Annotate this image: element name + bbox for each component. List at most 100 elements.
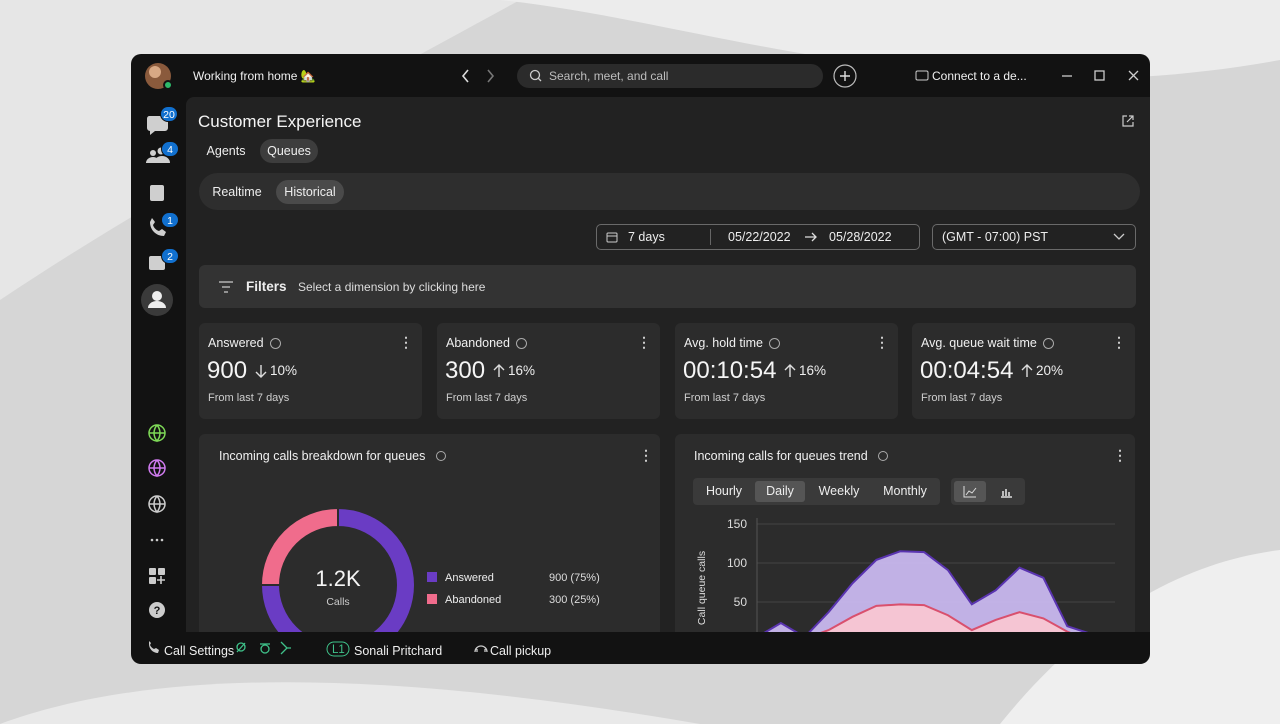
badge: 4 (161, 141, 179, 157)
kpi-direction (784, 364, 796, 377)
trend-chart: Incoming calls for queues trend ⋮ Hourly Da… (693, 447, 1127, 632)
legend-swatch (427, 594, 437, 604)
breakdown-panel: Incoming calls breakdown for queues ⋮ Answ… (199, 434, 660, 632)
user[interactable]: Sonali Pritchard (354, 644, 443, 658)
kpi-note: From last 7 days (446, 392, 528, 404)
donut-slice (259, 506, 416, 632)
kpi-value: 00:10:54 (683, 357, 777, 384)
kpi-change: 20% (1036, 363, 1064, 378)
new-button[interactable] (833, 64, 857, 88)
granularity-group (693, 478, 940, 505)
legend-label: Abandoned (445, 594, 501, 606)
line-badge: L1 (332, 644, 345, 656)
kpi-card (912, 323, 1135, 419)
kpi-menu[interactable]: ⋮ (399, 334, 413, 350)
filters-label: Filters (246, 279, 287, 294)
forward[interactable] (487, 69, 495, 83)
kpi-menu[interactable]: ⋮ (637, 334, 651, 350)
pop-out[interactable] (1121, 114, 1135, 128)
start-date: 05/22/2022 (728, 230, 791, 244)
kpi-card (675, 323, 898, 419)
kpi-direction (255, 365, 267, 378)
info-icon (270, 338, 281, 349)
timezone: (GMT - 07:00) PST (942, 230, 1049, 244)
granularity[interactable]: Monthly (883, 484, 928, 498)
panel-menu[interactable]: ⋮ (1113, 447, 1127, 463)
kpi-label: Answered (208, 336, 264, 350)
kpi-menu[interactable]: ⋮ (875, 334, 889, 350)
granularity[interactable]: Weekly (819, 484, 861, 498)
badge: 2 (161, 248, 179, 264)
kpi-label: Avg. hold time (684, 336, 763, 350)
kpi-change: 16% (799, 363, 827, 378)
trend-panel: Incoming calls for queues trend ⋮ Hourly Da… (675, 434, 1135, 632)
kpi-card (437, 323, 660, 419)
kpi-change: 10% (270, 363, 298, 378)
chrome-icons: ? (141, 63, 1139, 618)
maximize[interactable] (1094, 70, 1105, 81)
bottom-icons (149, 641, 488, 657)
center-value: 1.2K (315, 566, 361, 591)
y-axis-label: Call queue calls (696, 551, 708, 625)
value-label: 900 (75%) (549, 572, 600, 584)
filter-bar[interactable] (199, 265, 1136, 308)
sidebar-apps[interactable] (148, 424, 166, 514)
kpi-value: 900 (207, 357, 248, 384)
kpi-value: 00:04:54 (920, 357, 1014, 384)
filters-hint: Select a dimension by clicking here (298, 280, 486, 294)
legend-swatch (427, 572, 437, 582)
info-icon (769, 338, 780, 349)
badge: 20 (160, 106, 178, 122)
y-tick-label: 150 (727, 517, 747, 531)
area-fill (823, 604, 1069, 632)
kpi-menu[interactable]: ⋮ (1112, 334, 1126, 350)
y-tick-label: 50 (734, 595, 748, 609)
view-bar (199, 173, 1140, 210)
filter-icon (219, 281, 233, 293)
granularity[interactable]: Daily (766, 484, 795, 498)
granularity[interactable]: Hourly (706, 484, 743, 498)
line-icon (963, 486, 977, 498)
kpi-note: From last 7 days (921, 392, 1003, 404)
kpi-change: 16% (508, 363, 536, 378)
calendar-icon (606, 232, 618, 243)
sidebar-icons[interactable] (141, 116, 173, 316)
back[interactable] (461, 69, 469, 83)
kpi-note: From last 7 days (684, 392, 766, 404)
close[interactable] (1128, 70, 1139, 81)
search-placeholder[interactable]: Search, meet, and call (549, 69, 669, 83)
call-pickup[interactable]: Call pickup (490, 644, 552, 658)
value-label: 300 (25%) (549, 594, 600, 606)
series-line (820, 603, 1071, 632)
page-title: Customer Experience (198, 112, 362, 131)
bar-icon[interactable] (1001, 489, 1012, 498)
chart-title: Incoming calls for queues trend (694, 449, 868, 463)
search-box[interactable] (517, 64, 823, 88)
granularity-active (755, 481, 805, 502)
call-settings[interactable]: Call Settings (164, 644, 235, 658)
kpi-label: Avg. queue wait time (921, 336, 1037, 350)
kpi-direction (1021, 364, 1033, 377)
status[interactable]: Working from home 🏡 (193, 69, 316, 83)
badge: 1 (161, 212, 179, 228)
sidebar-more[interactable] (150, 538, 164, 542)
end-date: 05/28/2022 (829, 230, 892, 244)
tab[interactable]: Queues (260, 139, 318, 163)
view-tab[interactable]: Historical (276, 180, 344, 204)
y-tick-label: 100 (727, 556, 747, 570)
timezone-select[interactable] (932, 224, 1136, 250)
kpi-direction (493, 364, 505, 377)
connect-device[interactable]: Connect to a de... (932, 69, 1027, 83)
sidebar-bottom[interactable] (149, 568, 165, 618)
donut-slice (259, 506, 339, 586)
info-icon (516, 338, 527, 349)
date-range[interactable] (596, 224, 920, 250)
kpi-card (199, 323, 422, 419)
tab[interactable]: Agents (206, 144, 246, 158)
view-tab[interactable]: Realtime (212, 185, 262, 199)
info-icon (1043, 338, 1054, 349)
panel-menu[interactable]: ⋮ (639, 447, 653, 463)
kpi-value: 300 (445, 357, 486, 384)
center-label: Calls (326, 596, 349, 608)
